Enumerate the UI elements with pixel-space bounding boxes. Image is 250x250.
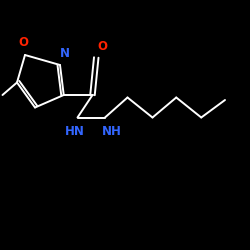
Text: O: O: [18, 36, 28, 49]
Text: N: N: [60, 47, 70, 60]
Text: NH: NH: [102, 125, 122, 138]
Text: HN: HN: [65, 125, 85, 138]
Text: O: O: [98, 40, 108, 52]
